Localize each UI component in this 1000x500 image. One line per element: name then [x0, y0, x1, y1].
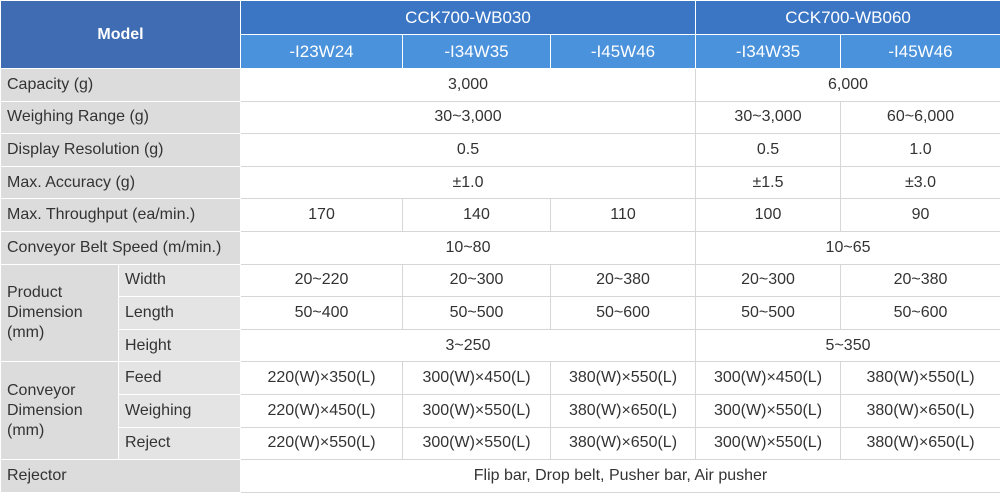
variant-header: -I45W46 — [549, 34, 697, 69]
cell: 50~600 — [549, 296, 697, 330]
row: Product Dimension (mm) Width 20~220 20~3… — [0, 263, 1000, 363]
cell: 220(W)×350(L) — [240, 361, 403, 395]
cell: 20~220 — [240, 263, 403, 298]
row: Capacity (g) 3,000 6,000 — [0, 68, 1000, 102]
cell: 380(W)×650(L) — [549, 426, 697, 461]
cell: 3,000 — [239, 68, 697, 102]
row: Max. Throughput (ea/min.) 170 140 110 10… — [0, 198, 1000, 232]
row-label: Weighing Range (g) — [0, 100, 241, 135]
sub-label: Weighing — [118, 393, 241, 428]
cell: 170 — [240, 198, 403, 232]
group-header: CCK700-WB030 — [239, 0, 697, 35]
cell: 6,000 — [695, 68, 1000, 102]
cell: 20~380 — [549, 263, 697, 298]
row: Max. Accuracy (g) ±1.0 ±1.5 ±3.0 — [0, 165, 1000, 200]
row-label: Max. Throughput (ea/min.) — [0, 198, 241, 232]
cell: 50~600 — [840, 296, 1000, 330]
sub-label: Width — [118, 263, 241, 298]
cell: 20~380 — [840, 263, 1000, 298]
row: Display Resolution (g) 0.5 0.5 1.0 — [0, 133, 1000, 167]
cell: ±1.0 — [239, 165, 697, 200]
row-label: Capacity (g) — [0, 68, 241, 102]
sub-label: Length — [118, 296, 241, 330]
sub-label: Feed — [118, 361, 241, 395]
cell: 20~300 — [695, 263, 842, 298]
cell: 300(W)×550(L) — [695, 393, 842, 428]
cell: 100 — [695, 198, 842, 232]
cell: 0.5 — [695, 133, 842, 167]
cell: Flip bar, Drop belt, Pusher bar, Air pus… — [239, 459, 1000, 493]
cell: 380(W)×650(L) — [840, 393, 1000, 428]
row: Height 3~250 5~350 — [1, 328, 1000, 363]
group-header: CCK700-WB060 — [695, 0, 1000, 35]
variant-header: -I34W35 — [695, 34, 842, 69]
sub-label: Reject — [118, 426, 241, 461]
group-label: Product Dimension (mm) — [0, 263, 119, 363]
row-label: Display Resolution (g) — [0, 133, 241, 167]
cell: 380(W)×550(L) — [549, 361, 697, 395]
cell: 140 — [402, 198, 551, 232]
cell: ±3.0 — [840, 165, 1000, 200]
cell: ±1.5 — [695, 165, 842, 200]
cell: 300(W)×450(L) — [402, 361, 551, 395]
cell: 380(W)×550(L) — [840, 361, 1000, 395]
row: Conveyor Dimension (mm) Feed 220(W)×350(… — [0, 361, 1000, 461]
cell: 90 — [840, 198, 1000, 232]
row: Weighing Range (g) 30~3,000 30~3,000 60~… — [0, 100, 1000, 135]
sub-label: Height — [118, 328, 241, 363]
row-label: Conveyor Belt Speed (m/min.) — [0, 230, 241, 265]
cell: 1.0 — [840, 133, 1000, 167]
model-header: Model — [0, 0, 241, 69]
cell: 300(W)×550(L) — [695, 426, 842, 461]
cell: 50~500 — [402, 296, 551, 330]
cell: 110 — [549, 198, 697, 232]
row: Length 50~400 50~500 50~600 50~500 50~60… — [1, 296, 1000, 330]
cell: 300(W)×550(L) — [402, 393, 551, 428]
cell: 300(W)×550(L) — [402, 426, 551, 461]
row: Conveyor Belt Speed (m/min.) 10~80 10~65 — [0, 230, 1000, 265]
cell: 3~250 — [239, 328, 697, 363]
cell: 220(W)×550(L) — [240, 426, 403, 461]
cell: 30~3,000 — [239, 100, 697, 135]
row-label: Max. Accuracy (g) — [0, 165, 241, 200]
cell: 60~6,000 — [840, 100, 1000, 135]
cell: 50~500 — [695, 296, 842, 330]
header-row: Model CCK700-WB030 CCK700-WB060 — [0, 0, 1000, 69]
row: Rejector Flip bar, Drop belt, Pusher bar… — [0, 459, 1000, 493]
variant-header: -I45W46 — [840, 34, 1000, 69]
variant-header: -I34W35 — [402, 34, 551, 69]
cell: 0.5 — [239, 133, 697, 167]
cell: 20~300 — [402, 263, 551, 298]
header-row: -I23W24 -I34W35 -I45W46 -I34W35 -I45W46 — [1, 34, 1000, 69]
row-label: Rejector — [0, 459, 241, 493]
cell: 380(W)×650(L) — [840, 426, 1000, 461]
group-label: Conveyor Dimension (mm) — [0, 361, 119, 461]
row: Weighing 220(W)×450(L) 300(W)×550(L) 380… — [1, 393, 1000, 428]
cell: 300(W)×450(L) — [695, 361, 842, 395]
cell: 30~3,000 — [695, 100, 842, 135]
row: Reject 220(W)×550(L) 300(W)×550(L) 380(W… — [1, 426, 1000, 461]
cell: 10~80 — [239, 230, 697, 265]
cell: 220(W)×450(L) — [240, 393, 403, 428]
cell: 5~350 — [695, 328, 1000, 363]
cell: 50~400 — [240, 296, 403, 330]
variant-header: -I23W24 — [240, 34, 403, 69]
cell: 380(W)×650(L) — [549, 393, 697, 428]
cell: 10~65 — [695, 230, 1000, 265]
